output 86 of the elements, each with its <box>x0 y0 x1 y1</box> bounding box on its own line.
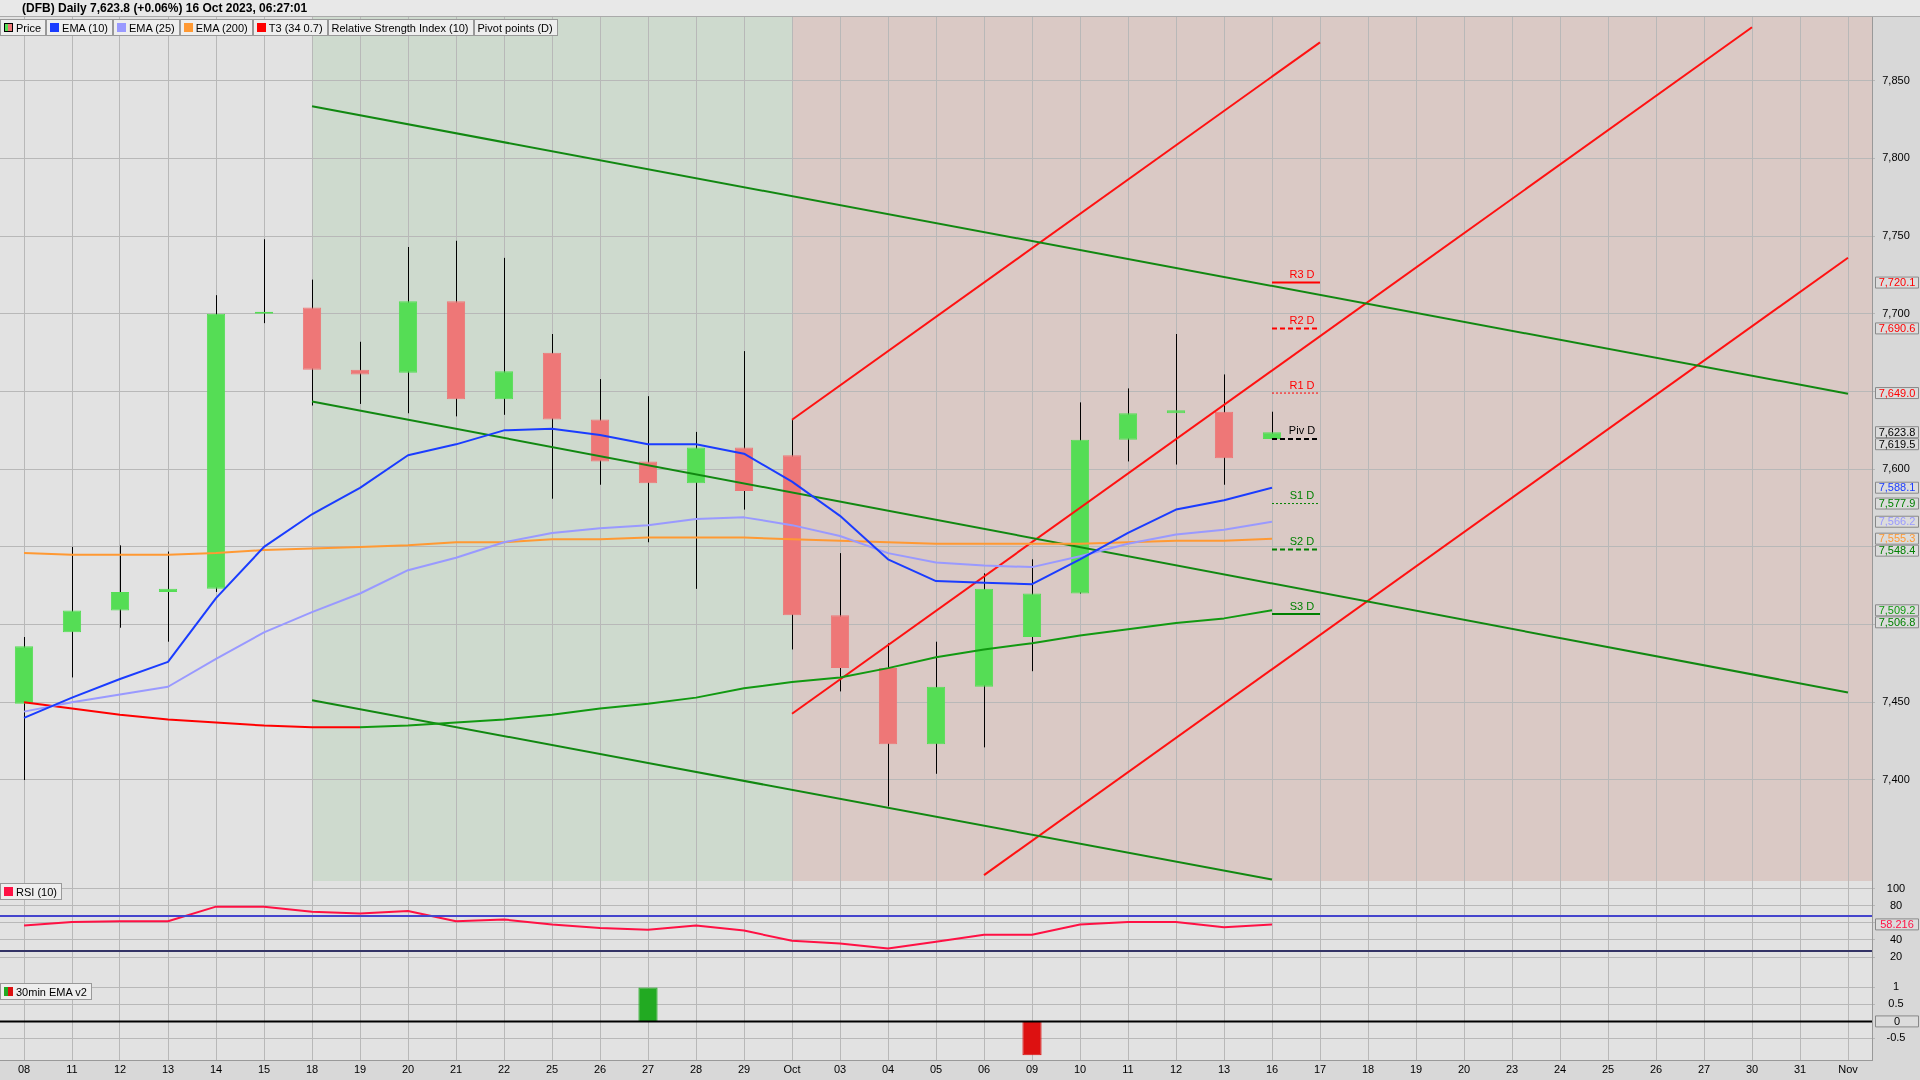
y-tick-label: 100 <box>1886 881 1906 894</box>
y-tick-label: 7,577.9 <box>1878 497 1916 510</box>
ref-line-label: R2 D <box>1289 313 1315 326</box>
x-tick-label: 19 <box>353 1063 367 1076</box>
y-tick-label: 0 <box>1893 1014 1901 1027</box>
x-tick-label: 20 <box>1457 1063 1471 1076</box>
x-tick-label: 13 <box>1217 1063 1231 1076</box>
x-tick-label: 21 <box>449 1063 463 1076</box>
y-tick-label: 7,548.4 <box>1878 544 1916 557</box>
y-tick-label: 80 <box>1889 898 1903 911</box>
legend-label: EMA (25) <box>112 19 180 36</box>
x-tick-label: 12 <box>1169 1063 1183 1076</box>
x-tick-label: Oct <box>783 1063 801 1076</box>
y-tick-label: 7,566.2 <box>1878 515 1916 528</box>
x-tick-label: 23 <box>1505 1063 1519 1076</box>
x-tick-label: 25 <box>1601 1063 1615 1076</box>
x-tick-label: 05 <box>929 1063 943 1076</box>
x-tick-label: 13 <box>161 1063 175 1076</box>
x-tick-label: 06 <box>977 1063 991 1076</box>
x-tick-label: 29 <box>737 1063 751 1076</box>
x-tick-label: 11 <box>1122 1063 1134 1076</box>
ref-line-label: Piv D <box>1288 424 1316 437</box>
x-tick-label: 27 <box>641 1063 655 1076</box>
y-tick-label: 7,800 <box>1882 151 1910 164</box>
x-tick-label: 04 <box>881 1063 895 1076</box>
candlestick <box>62 546 82 678</box>
legend-label: EMA (10) <box>46 19 113 36</box>
y-tick-label: 7,649.0 <box>1878 386 1916 399</box>
x-tick-label: 16 <box>1265 1063 1279 1076</box>
y-tick-label: 40 <box>1889 933 1903 946</box>
x-tick-label: 26 <box>1649 1063 1663 1076</box>
x-tick-label: 18 <box>305 1063 319 1076</box>
y-tick-label: 7,400 <box>1882 773 1910 786</box>
y-tick-label: -0.5 <box>1886 1031 1906 1044</box>
x-tick-label: 28 <box>689 1063 703 1076</box>
candlestick <box>638 395 658 543</box>
x-tick-label: 27 <box>1697 1063 1711 1076</box>
y-tick-label: 7,509.2 <box>1878 603 1916 616</box>
y-tick-label: 7,619.5 <box>1878 437 1916 450</box>
x-tick-label: 31 <box>1793 1063 1807 1076</box>
legend-label: 30min EMA v2 <box>0 983 92 1000</box>
ref-line-label: R1 D <box>1289 378 1315 391</box>
x-tick-label: 08 <box>17 1063 31 1076</box>
y-tick-label: 7,700 <box>1882 306 1910 319</box>
chart-title: (DFB) Daily 7,623.8 (+0.06%) 16 Oct 2023, 06:27:01 <box>0 0 1920 17</box>
x-tick-label: 12 <box>113 1063 127 1076</box>
x-tick-label: Nov <box>1838 1063 1859 1076</box>
x-tick-label: 19 <box>1409 1063 1423 1076</box>
x-tick-label: 20 <box>401 1063 415 1076</box>
y-tick-label: 7,720.1 <box>1878 276 1916 289</box>
ref-line-label: R3 D <box>1289 268 1315 281</box>
legend-label: T3 (34 0.7) <box>252 19 328 36</box>
legend-label: RSI (10) <box>0 883 62 900</box>
x-tick-label: 25 <box>545 1063 559 1076</box>
annotation: Relative Strength Index (10) <box>327 19 474 36</box>
x-tick-label: 09 <box>1025 1063 1039 1076</box>
x-tick-label: 10 <box>1073 1063 1087 1076</box>
y-tick-label: 7,850 <box>1882 73 1910 86</box>
x-tick-label: 17 <box>1313 1063 1327 1076</box>
x-tick-label: 14 <box>209 1063 223 1076</box>
legend-label: Price <box>0 19 47 36</box>
annotation: Pivot points (D) <box>473 19 558 36</box>
x-tick-label: 15 <box>257 1063 271 1076</box>
x-tick-label: 24 <box>1553 1063 1567 1076</box>
y-tick-label: 7,750 <box>1882 229 1910 242</box>
x-tick-label: 22 <box>497 1063 511 1076</box>
y-tick-label: 7,588.1 <box>1878 481 1916 494</box>
y-tick-label: 0.5 <box>1888 997 1904 1010</box>
x-tick-label: 11 <box>66 1063 78 1076</box>
x-tick-label: 26 <box>593 1063 607 1076</box>
ref-line-label: S1 D <box>1289 489 1315 502</box>
x-tick-label: 03 <box>833 1063 847 1076</box>
x-tick-label: 30 <box>1745 1063 1759 1076</box>
y-tick-label: 7,450 <box>1882 695 1910 708</box>
x-tick-label: 18 <box>1361 1063 1375 1076</box>
ref-line-label: S2 D <box>1289 534 1315 547</box>
y-tick-label: 58.216 <box>1880 917 1914 930</box>
y-tick-label: 7,555.3 <box>1878 532 1916 545</box>
y-tick-label: 20 <box>1889 950 1903 963</box>
y-tick-label: 7,600 <box>1882 462 1910 475</box>
ref-line-label: S3 D <box>1289 599 1315 612</box>
legend-label: EMA (200) <box>179 19 253 36</box>
y-tick-label: 7,690.6 <box>1878 321 1916 334</box>
y-tick-label: 1 <box>1892 980 1900 993</box>
y-tick-label: 7,506.8 <box>1878 615 1916 628</box>
y-tick-label: 7,623.8 <box>1878 425 1916 438</box>
